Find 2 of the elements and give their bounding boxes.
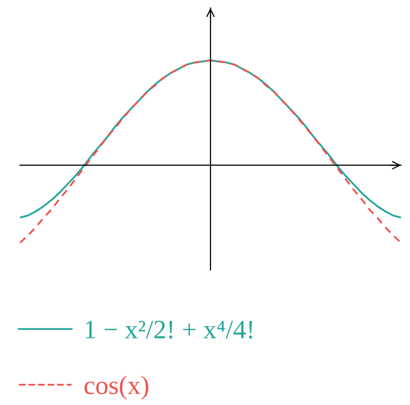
legend-label: cos(x) (84, 376, 148, 400)
legend-label: 1 − x²/2! + x⁴/4! (86, 320, 252, 339)
